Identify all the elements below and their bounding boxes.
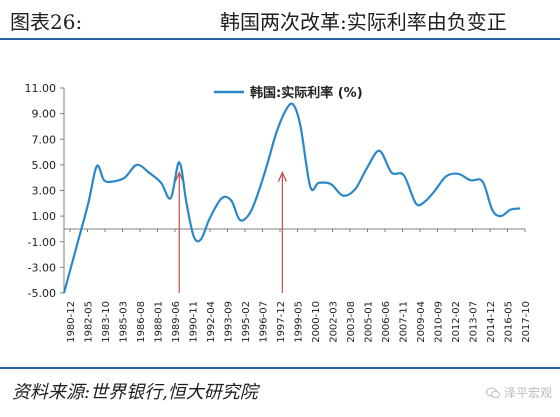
x-tick-label: 1989-06 bbox=[171, 301, 182, 343]
y-tick-label: 3.00 bbox=[32, 185, 57, 198]
x-tick-label: 1985-03 bbox=[119, 301, 130, 343]
chat-bubble-icon bbox=[485, 387, 500, 398]
x-tick-label: 1996-07 bbox=[259, 301, 270, 343]
x-tick-label: 1999-05 bbox=[294, 301, 305, 343]
x-tick-label: 1990-11 bbox=[189, 301, 200, 343]
x-tick-label: 2000-10 bbox=[311, 301, 322, 343]
x-tick-label: 1980-12 bbox=[66, 301, 77, 343]
y-tick-label: -5.00 bbox=[28, 287, 56, 300]
legend-label: 韩国:实际利率 (%) bbox=[250, 85, 363, 101]
series-line bbox=[62, 102, 521, 294]
y-tick-label: 1.00 bbox=[32, 210, 57, 223]
source-note: 资料来源:世界银行,恒大研究院 bbox=[12, 382, 258, 403]
y-tick-label: 7.00 bbox=[32, 133, 57, 146]
x-tick-label: 2014-12 bbox=[486, 301, 497, 343]
watermark-text: 泽平宏观 bbox=[503, 386, 552, 400]
x-tick-label: 1982-05 bbox=[84, 301, 95, 343]
annotation-arrowhead bbox=[277, 170, 287, 182]
x-tick-label: 1993-09 bbox=[224, 301, 235, 343]
line-chart: 11.00 9.00 7.00 5.00 3.00 1.00 -1.00 -3.00 -5.00… bbox=[25, 82, 533, 343]
x-tick-label: 1995-02 bbox=[241, 301, 252, 343]
x-tick-label: 2002-03 bbox=[329, 301, 340, 343]
x-tick-label: 1997-12 bbox=[276, 301, 287, 343]
footer-divider bbox=[0, 367, 560, 369]
x-tick-label: 1983-10 bbox=[101, 301, 112, 343]
y-tick-label: -3.00 bbox=[28, 261, 56, 274]
x-tick-label: 2006-06 bbox=[381, 301, 392, 343]
figure-number: 图表26: bbox=[10, 10, 83, 34]
x-tick-label: 1988-01 bbox=[154, 301, 165, 343]
x-tick-label: 1992-04 bbox=[206, 301, 217, 343]
figure-title: 韩国两次改革:实际利率由负变正 bbox=[220, 10, 507, 34]
x-tick-label: 2003-08 bbox=[346, 301, 357, 343]
header-divider bbox=[0, 38, 560, 40]
x-tick-label: 2009-04 bbox=[416, 301, 427, 343]
figure-footer: 资料来源:世界银行,恒大研究院 泽平宏观 bbox=[0, 370, 560, 417]
figure-header: 图表26: 韩国两次改革:实际利率由负变正 bbox=[0, 0, 560, 38]
chart-area: 11.00 9.00 7.00 5.00 3.00 1.00 -1.00 -3.00 -5.00… bbox=[0, 40, 560, 367]
y-tick-label: 5.00 bbox=[32, 159, 57, 172]
x-tick-label: 2016-05 bbox=[504, 301, 515, 343]
x-tick-label: 1986-08 bbox=[136, 301, 147, 343]
y-tick-label: -1.00 bbox=[28, 236, 56, 249]
watermark: 泽平宏观 bbox=[485, 384, 552, 401]
x-tick-label: 2013-07 bbox=[469, 301, 480, 343]
x-tick-label: 2017-10 bbox=[521, 301, 532, 343]
x-tick-label: 2005-01 bbox=[364, 301, 375, 343]
x-tick-label: 2012-02 bbox=[451, 301, 462, 343]
y-tick-label: 9.00 bbox=[32, 108, 57, 121]
x-tick-label: 2010-09 bbox=[434, 301, 445, 343]
y-tick-label: 11.00 bbox=[25, 82, 57, 95]
x-tick-label: 2007-11 bbox=[399, 301, 410, 343]
